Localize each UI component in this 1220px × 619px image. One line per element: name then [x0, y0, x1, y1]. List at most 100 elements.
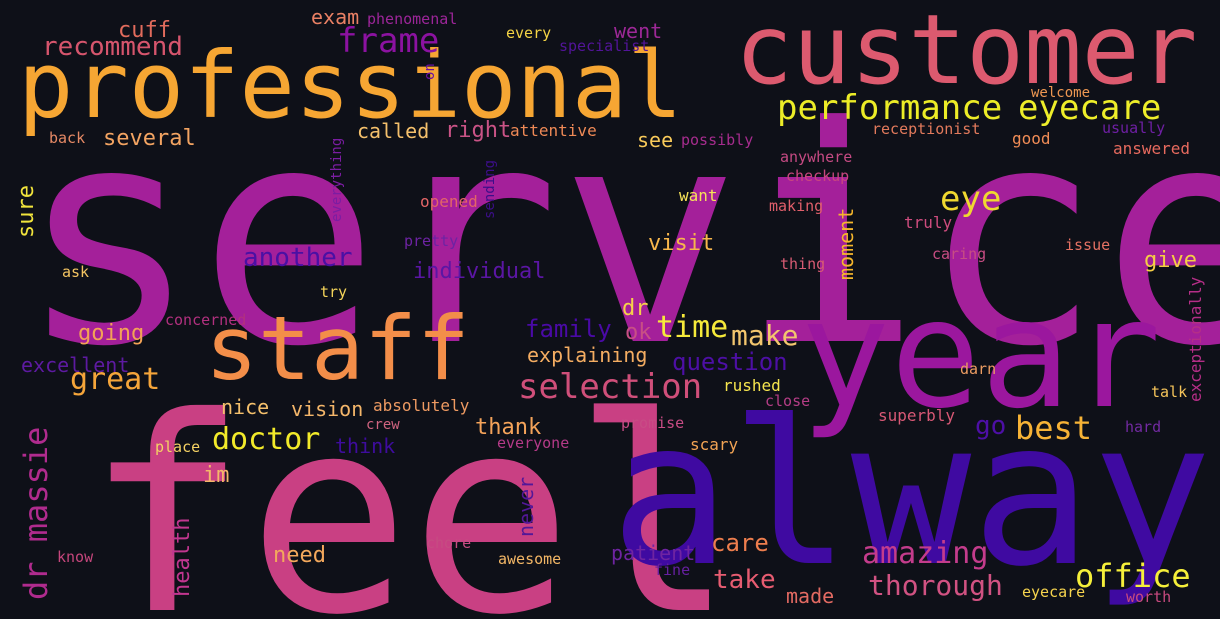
word-superbly: superbly: [878, 406, 956, 425]
word-everyone: everyone: [497, 434, 570, 452]
word-attentive: attentive: [510, 121, 597, 140]
word-close: close: [765, 392, 811, 410]
word-awesome: awesome: [498, 550, 562, 568]
word-nice: nice: [221, 395, 270, 419]
word-thank: thank: [475, 415, 542, 440]
word-question: question: [672, 348, 788, 376]
word-another: another: [243, 243, 353, 273]
word-never: never: [514, 476, 538, 537]
word-take: take: [713, 565, 776, 595]
word-exceptionally: exceptionally: [1186, 276, 1205, 402]
word-place: place: [155, 438, 201, 456]
word-moment: moment: [834, 207, 858, 280]
word-recommend: recommend: [42, 32, 183, 62]
word-promise: promise: [621, 414, 685, 432]
word-office: office: [1075, 557, 1191, 595]
word-thorough: thorough: [868, 569, 1003, 602]
word-crew: crew: [366, 417, 400, 433]
word-great: great: [70, 362, 161, 397]
word-welcome: welcome: [1031, 85, 1091, 101]
word-hard: hard: [1125, 418, 1162, 436]
word-phenomenal: phenomenal: [367, 10, 458, 28]
word-amazing: amazing: [862, 536, 989, 571]
word-darn: darn: [960, 360, 997, 378]
word-possibly: possibly: [681, 131, 754, 149]
word-professional: professional: [18, 32, 683, 139]
word-dr: dr: [622, 296, 649, 321]
word-go: go: [975, 411, 1007, 441]
word-scary: scary: [690, 435, 739, 454]
word-chore: chore: [426, 534, 472, 552]
word-selection: selection: [518, 367, 703, 407]
word-checkup: checkup: [786, 167, 850, 185]
word-vision: vision: [291, 397, 364, 421]
word-sure: sure: [14, 185, 39, 238]
word-on: on: [422, 63, 438, 80]
word-right: right: [445, 118, 512, 143]
word-talk: talk: [1151, 383, 1188, 401]
word-eyecare-small: eyecare: [1022, 583, 1086, 601]
word-usually: usually: [1102, 119, 1166, 137]
word-went: went: [614, 19, 663, 43]
word-think: think: [335, 434, 396, 458]
word-im: im: [203, 463, 230, 488]
word-staff: staff: [205, 297, 470, 400]
word-always: always: [610, 378, 1220, 611]
word-truly: truly: [904, 213, 953, 232]
word-exam: exam: [311, 5, 360, 29]
word-time: time: [656, 310, 729, 345]
word-give: give: [1144, 248, 1197, 273]
word-answered: answered: [1113, 139, 1191, 158]
word-everything: everything: [329, 137, 345, 222]
word-best: best: [1015, 409, 1093, 447]
word-excellent: excellent: [21, 353, 130, 377]
word-dr-massie: dr massie: [17, 426, 55, 600]
word-feel: feel: [85, 359, 736, 619]
word-called: called: [357, 119, 430, 143]
word-health: health: [170, 517, 195, 597]
word-going: going: [78, 321, 145, 346]
word-make: make: [731, 319, 799, 352]
word-care: care: [711, 529, 769, 557]
word-pretty: pretty: [404, 232, 459, 250]
word-see: see: [637, 128, 674, 152]
word-doctor: doctor: [212, 422, 321, 457]
word-explaining: explaining: [527, 343, 648, 367]
word-service: service: [18, 63, 1220, 412]
word-concerned: concerned: [165, 311, 247, 329]
word-need: need: [273, 543, 326, 568]
word-receptionist: receptionist: [872, 120, 981, 138]
word-making: making: [769, 197, 824, 215]
word-opened: opened: [420, 192, 478, 211]
word-eyecare-big: eyecare: [1018, 88, 1162, 128]
word-visit: visit: [648, 231, 715, 256]
word-frame: frame: [337, 21, 440, 61]
word-individual: individual: [413, 259, 546, 284]
word-worth: worth: [1126, 588, 1172, 606]
word-want: want: [679, 186, 718, 205]
word-issue: issue: [1065, 236, 1111, 254]
word-good: good: [1012, 129, 1051, 148]
word-caring: caring: [932, 245, 987, 263]
word-performance: performance: [777, 88, 1003, 128]
word-thing: thing: [780, 255, 826, 273]
word-specialist: specialist: [559, 37, 650, 55]
word-try: try: [320, 283, 348, 301]
word-ok: ok: [625, 320, 652, 345]
word-year: year: [800, 268, 1162, 442]
word-rushed: rushed: [723, 376, 781, 395]
word-made: made: [786, 584, 835, 608]
word-several: several: [103, 126, 196, 151]
word-every: every: [506, 24, 552, 42]
word-patient: patient: [611, 541, 696, 565]
word-fine: fine: [654, 561, 691, 579]
word-sending: sending: [482, 159, 498, 219]
word-customer: customer: [735, 0, 1198, 106]
word-ask: ask: [62, 263, 90, 281]
word-family: family: [525, 315, 612, 343]
word-eye: eye: [940, 179, 1002, 219]
word-absolutely: absolutely: [373, 396, 470, 415]
word-cuff: cuff: [118, 18, 171, 43]
word-back: back: [49, 129, 86, 147]
